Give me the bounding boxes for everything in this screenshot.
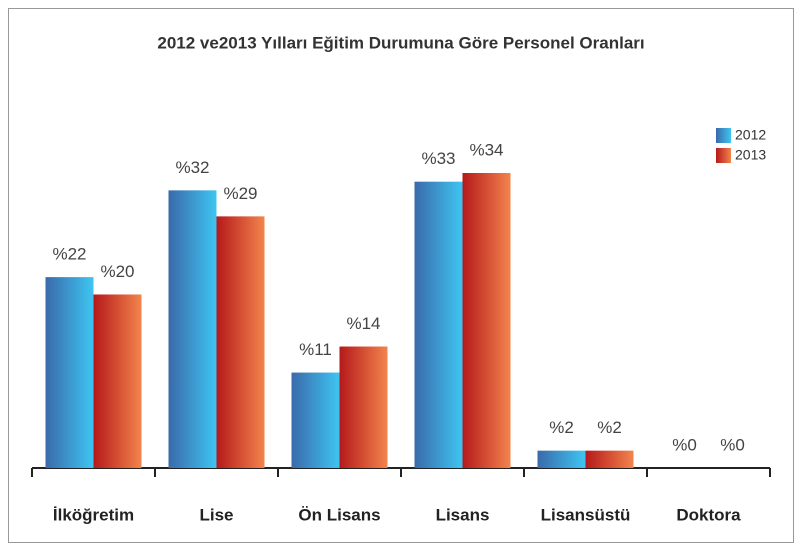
data-label: %0	[672, 435, 697, 454]
data-label: %29	[223, 184, 257, 203]
data-label: %20	[100, 262, 134, 281]
legend-label: 2013	[735, 147, 766, 163]
legend-swatch	[716, 128, 731, 143]
data-label: %2	[597, 418, 622, 437]
legend-swatch	[716, 148, 731, 163]
data-label: %22	[52, 245, 86, 264]
x-tick-label: Lisans	[436, 505, 490, 524]
x-tick-label: Doktora	[676, 505, 741, 524]
bar	[462, 173, 511, 468]
bar	[45, 277, 94, 468]
data-label: %0	[720, 435, 745, 454]
bar	[93, 294, 142, 468]
data-label: %32	[175, 158, 209, 177]
data-label: %14	[346, 314, 380, 333]
bar	[168, 190, 217, 468]
x-tick-label: İlköğretim	[53, 505, 134, 524]
x-tick-label: Ön Lisans	[298, 505, 380, 524]
chart-title: 2012 ve2013 Yılları Eğitim Durumuna Göre…	[157, 33, 644, 52]
data-label: %11	[299, 340, 332, 359]
data-label: %2	[549, 418, 574, 437]
bar	[216, 216, 265, 468]
data-label: %33	[421, 149, 455, 168]
legend-label: 2012	[735, 127, 766, 143]
bar	[291, 372, 340, 468]
bar	[339, 346, 388, 468]
bar	[537, 450, 586, 468]
data-label: %34	[469, 140, 503, 159]
bar	[585, 450, 634, 468]
x-tick-label: Lisansüstü	[541, 505, 631, 524]
x-tick-label: Lise	[199, 505, 233, 524]
bar	[414, 181, 463, 469]
